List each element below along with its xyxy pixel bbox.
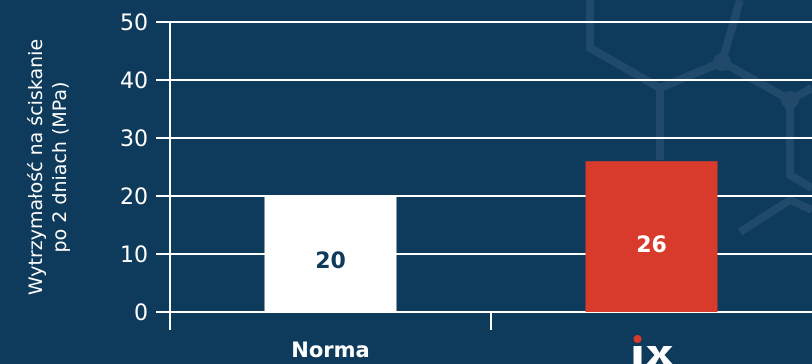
hexagon-outline	[737, 195, 812, 236]
ix-logo-i-stem	[633, 346, 642, 364]
y-axis-label-line: po 2 dniach (MPa)	[49, 82, 71, 253]
x-category-label: Norma	[291, 338, 369, 362]
y-axis-label-line: Wytrzymałość na ściskanie	[25, 39, 47, 295]
y-axis-label: Wytrzymałość na ściskanie po 2 dniach (MP…	[25, 39, 71, 295]
y-tick-label: 50	[120, 11, 148, 36]
ix-logo-x	[646, 346, 673, 364]
bar-norma	[264, 196, 397, 312]
y-tick-label: 40	[120, 69, 148, 94]
y-axis-ticks: 0 10 20 30 40 50	[120, 11, 148, 326]
y-tick-label: 20	[120, 185, 148, 210]
ix-logo-dot	[633, 335, 642, 343]
hexagon-pattern-decoration	[586, 0, 812, 236]
bar-value-label: 20	[315, 249, 346, 274]
x-axis: Norma iX	[291, 312, 673, 364]
bar-value-label: 26	[636, 233, 667, 258]
ix-logo: iX	[633, 335, 673, 364]
bar-ix	[585, 161, 718, 312]
hexagon-node	[781, 91, 799, 109]
y-tick-label: 0	[134, 301, 148, 326]
y-tick-label: 30	[120, 127, 148, 152]
hexagon-outline	[786, 100, 812, 192]
hexagon-outline	[586, 0, 744, 93]
y-tick-label: 10	[120, 243, 148, 268]
hexagon-node	[713, 53, 731, 71]
